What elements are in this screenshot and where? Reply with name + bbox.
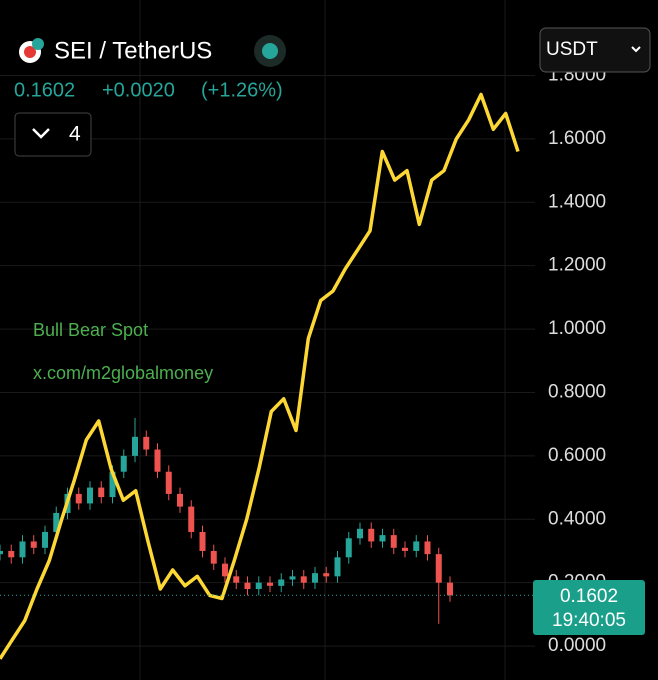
- y-tick-label: 0.6000: [548, 445, 606, 466]
- candle-body: [402, 547, 408, 551]
- y-tick-label: 1.6000: [548, 128, 606, 149]
- y-tick-label: 1.4000: [548, 191, 606, 212]
- candle-body: [132, 436, 138, 456]
- watermark: x.com/m2globalmoney: [33, 363, 213, 383]
- candle-body: [300, 576, 307, 583]
- candle-body: [42, 531, 48, 548]
- candle-body: [447, 582, 453, 596]
- candle-body: [345, 538, 352, 558]
- currency-label: USDT: [546, 39, 598, 60]
- candle-body: [120, 455, 127, 472]
- last-time-label: 19:40:05: [552, 610, 626, 631]
- y-tick-label: 1.0000: [548, 318, 606, 339]
- candle-body: [143, 436, 150, 450]
- overlay-line: [0, 92, 520, 660]
- candle-body: [53, 512, 60, 532]
- price-change-percent: (+1.26%): [201, 79, 283, 101]
- price-change: +0.0020: [102, 79, 175, 101]
- candle-body: [368, 528, 375, 542]
- candle-body: [334, 557, 341, 577]
- header: SEI / TetherUS 0.1602 +0.0020 (+1.26%) 4…: [14, 27, 651, 635]
- candle-body: [188, 506, 195, 532]
- symbol-icon-inner: [24, 46, 36, 58]
- y-tick-label: 0.8000: [548, 381, 606, 402]
- candle-body: [154, 449, 161, 472]
- symbol-icon-badge: [32, 38, 44, 50]
- price: 0.1602: [14, 79, 75, 101]
- dropdown-icon: [631, 46, 641, 53]
- candle-body: [267, 582, 273, 586]
- candle-body: [75, 493, 82, 504]
- candle-body: [244, 582, 251, 590]
- symbol-title: SEI / TetherUS: [54, 37, 212, 64]
- candle-body: [109, 471, 116, 498]
- candle-body: [357, 528, 363, 539]
- candle-body: [87, 487, 93, 504]
- candle-body: [199, 531, 206, 551]
- candle-body: [98, 487, 105, 498]
- candle-body: [19, 541, 26, 558]
- candle-body: [165, 471, 172, 494]
- status-dot: [262, 43, 278, 59]
- candle-body: [323, 573, 330, 577]
- candle-body: [210, 550, 217, 564]
- candle-body: [424, 541, 431, 555]
- candle-body: [278, 579, 285, 586]
- watermark: Bull Bear Spot: [33, 320, 148, 340]
- indicator-toggle[interactable]: [14, 112, 92, 157]
- candle-body: [8, 550, 15, 558]
- currency-select[interactable]: [539, 27, 651, 73]
- candle-body: [177, 493, 183, 507]
- candle-body: [413, 541, 420, 551]
- indicator-count: 4: [69, 123, 81, 146]
- candle-body: [390, 535, 397, 548]
- candle-body: [233, 576, 240, 583]
- candle-body: [435, 554, 442, 583]
- y-tick-label: 0.4000: [548, 508, 606, 529]
- candle-body: [379, 535, 386, 542]
- y-tick-label: 1.2000: [548, 255, 606, 276]
- candle-body: [30, 541, 37, 548]
- candle-body: [289, 576, 296, 580]
- candle-body: [0, 550, 3, 555]
- last-price-label: 0.1602: [560, 586, 618, 607]
- y-tick-label: 0.0000: [548, 635, 606, 656]
- last-price-box: [533, 580, 645, 635]
- candle-body: [255, 582, 262, 590]
- candle-body: [222, 563, 228, 577]
- chevron-icon: [32, 128, 50, 139]
- candle-body: [312, 573, 318, 583]
